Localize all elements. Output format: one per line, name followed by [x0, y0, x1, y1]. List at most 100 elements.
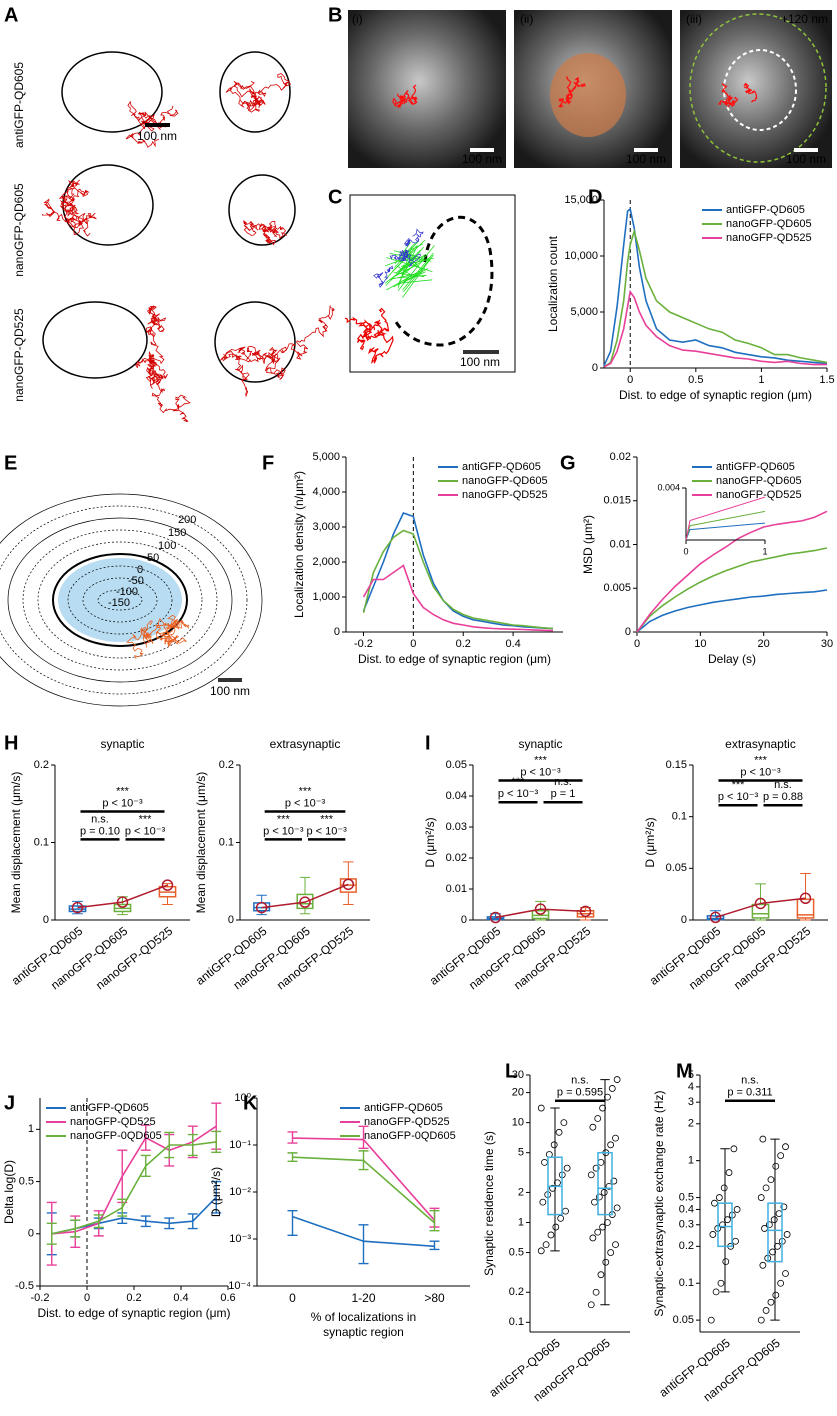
y-tick-label: 0.2 — [219, 759, 234, 771]
data-point — [542, 1241, 550, 1249]
y-tick-label: 10⁻² — [229, 1186, 251, 1198]
trajectory — [344, 316, 387, 342]
mean-marker — [579, 905, 592, 918]
trajectory — [225, 80, 258, 100]
legend-label: nanoGFP-QD525 — [70, 1116, 156, 1128]
scale-bar — [794, 148, 818, 152]
x-tick-label: 20 — [758, 638, 770, 650]
error-bar — [358, 1224, 369, 1265]
data-point — [599, 1223, 606, 1231]
error-bar — [140, 1215, 151, 1228]
image-i — [348, 10, 506, 168]
x-tick-label: 0.2 — [126, 1292, 141, 1304]
data-point — [549, 1184, 556, 1192]
legend-label: nanoGFP-0QD605 — [70, 1130, 162, 1142]
y-tick-label: 5,000 — [570, 306, 598, 318]
y-tick-label: 1 — [688, 1155, 694, 1167]
x-tick-label: 0 — [627, 374, 633, 386]
contour — [7, 517, 233, 683]
chart-title: synaptic — [518, 737, 562, 751]
trajectory — [558, 94, 573, 108]
scale-bar-label: 100 nm — [462, 152, 502, 166]
data-point — [767, 1176, 775, 1184]
mean-marker — [799, 892, 812, 905]
trajectory — [223, 351, 286, 380]
data-point — [563, 1164, 571, 1172]
series-line — [603, 207, 828, 367]
error-bar — [358, 1150, 369, 1171]
legend-label: nanoGFP-QD525 — [462, 489, 548, 501]
trajectory — [238, 73, 291, 108]
displacement — [401, 256, 425, 277]
data-point — [757, 1194, 765, 1201]
displacement — [402, 257, 420, 269]
panel-letter: D — [588, 186, 602, 208]
legend-label: antiGFP-QD605 — [726, 204, 805, 216]
synaptic-mask — [550, 53, 626, 137]
y-tick-label: 15,000 — [564, 194, 598, 206]
x-tick-label: 1.5 — [819, 374, 834, 386]
error-bar — [287, 1152, 298, 1162]
x-axis-label: synaptic region — [323, 1325, 404, 1339]
y-axis-label: Localization count — [546, 235, 560, 332]
scale-bar — [634, 148, 658, 152]
series-line — [636, 510, 828, 633]
trajectory — [743, 82, 758, 103]
x-tick-label: 0.4 — [173, 1292, 188, 1304]
box — [706, 915, 725, 921]
data-point — [730, 1145, 738, 1153]
x-tick-label: 1 — [762, 546, 767, 556]
trajectory — [721, 83, 739, 107]
data-point — [777, 1152, 785, 1159]
y-tick-label: 4 — [688, 1081, 694, 1093]
panel-letter: B — [328, 4, 342, 26]
offset-label: +120 nm — [781, 12, 828, 26]
contour-label: 150 — [168, 527, 186, 539]
y-tick-label: 0.03 — [446, 821, 467, 833]
p-value: p = 0.311 — [727, 1087, 772, 1099]
y-axis-label: D (μm²/s) — [423, 817, 437, 867]
data-point — [612, 1134, 619, 1142]
series-line — [362, 512, 554, 630]
significance: n.s. — [91, 813, 109, 825]
y-tick-label: 0 — [334, 626, 340, 638]
legend-label: nanoGFP-QD525 — [726, 232, 812, 244]
panel-letter: F — [262, 452, 274, 474]
trajectory — [127, 100, 157, 130]
data-point — [767, 1298, 775, 1306]
data-point — [782, 1143, 789, 1151]
contour — [22, 529, 218, 671]
panel-letter: I — [425, 732, 431, 754]
y-tick-label: 0 — [681, 914, 687, 926]
data-point — [587, 1171, 595, 1179]
data-point — [733, 1206, 741, 1213]
error-bar — [140, 1124, 151, 1151]
series-line — [362, 529, 554, 630]
panel-letter: G — [560, 452, 576, 474]
panel-letter: M — [676, 1060, 693, 1082]
data-point — [600, 1189, 608, 1196]
trajectory — [239, 95, 266, 113]
scale-bar-label: 100 nm — [460, 355, 500, 369]
contour-label: -150 — [108, 597, 130, 609]
displacement — [389, 272, 422, 280]
trajectory — [565, 75, 573, 101]
trajectory — [392, 93, 407, 107]
data-point — [720, 1184, 728, 1192]
p-value: p = 0.88 — [763, 791, 803, 803]
y-tick-label: 0.05 — [673, 1314, 694, 1326]
x-axis-label: % of localizations in — [311, 1310, 416, 1324]
y-tick-label: 2 — [688, 1118, 694, 1130]
x-tick-label: 1-20 — [351, 1291, 375, 1305]
data-point — [592, 1164, 600, 1172]
whisker — [770, 1138, 780, 1321]
contour — [37, 541, 203, 659]
box — [767, 1202, 783, 1263]
data-point — [782, 1270, 789, 1277]
trajectory — [125, 114, 160, 148]
significance: *** — [754, 754, 768, 766]
x-tick-label: 30 — [821, 638, 833, 650]
box — [717, 1202, 733, 1248]
mean-marker — [71, 901, 84, 914]
scale-bar-label: 100 nm — [210, 684, 250, 698]
